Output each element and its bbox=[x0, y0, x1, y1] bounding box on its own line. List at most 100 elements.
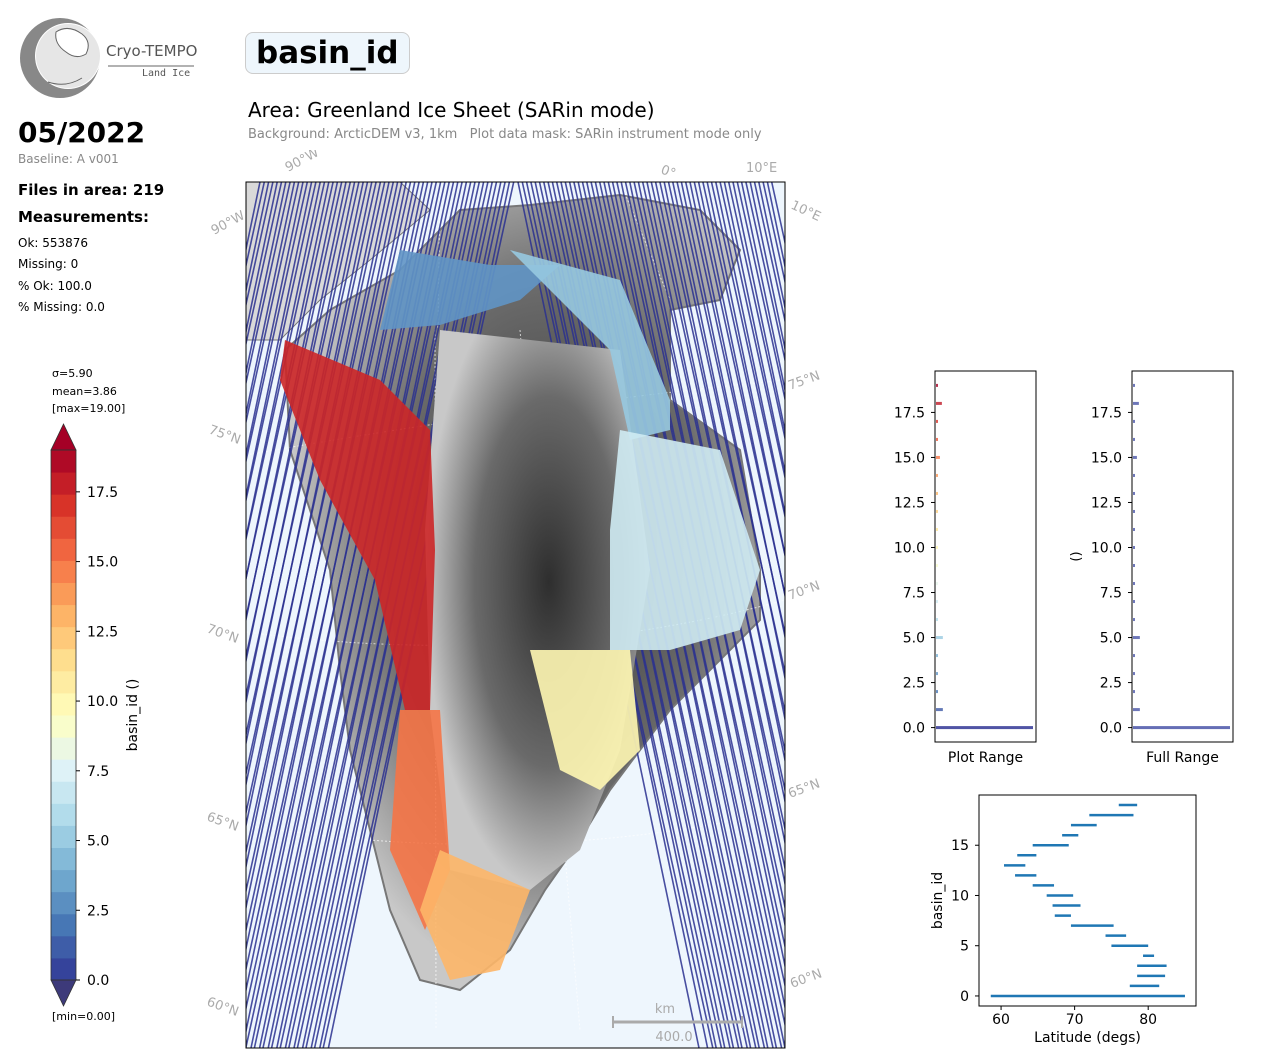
ground-track bbox=[246, 182, 334, 582]
ground-track bbox=[710, 182, 785, 520]
ground-track bbox=[732, 182, 785, 435]
ground-track bbox=[727, 182, 785, 442]
ground-track bbox=[246, 182, 360, 699]
hist-ytick-label: 12.5 bbox=[1091, 495, 1122, 511]
colorbar-segment bbox=[51, 825, 76, 848]
hist-bar bbox=[1133, 401, 1139, 405]
colorbar-tick-label: 7.5 bbox=[87, 764, 109, 780]
hist-ytick-label: 7.5 bbox=[1100, 586, 1122, 602]
parameter-title: basin_id bbox=[245, 32, 410, 74]
hist-bar bbox=[1133, 636, 1140, 640]
ground-track bbox=[689, 182, 785, 641]
hist-bar bbox=[1133, 600, 1135, 604]
hist-bar bbox=[1133, 654, 1135, 658]
hist-bar bbox=[1133, 455, 1137, 459]
hist-bar bbox=[936, 437, 938, 441]
hist-bar bbox=[936, 618, 938, 622]
colorbar-min: [min=0.00] bbox=[52, 1010, 115, 1023]
date-heading: 05/2022 bbox=[18, 116, 146, 149]
hist-bar bbox=[936, 600, 938, 604]
colorbar-tick-label: 5.0 bbox=[87, 834, 109, 850]
area-title: Area: Greenland Ice Sheet (SARin mode) bbox=[248, 98, 655, 122]
hist-ytick-label: 2.5 bbox=[903, 676, 925, 692]
background-note: Background: ArcticDEM v3, 1km Plot data … bbox=[248, 127, 762, 142]
hist-ytick-label: 15.0 bbox=[1091, 450, 1122, 466]
hist-bar bbox=[1133, 419, 1135, 423]
ground-track bbox=[745, 182, 785, 364]
colorbar-mean: mean=3.86 bbox=[52, 385, 117, 398]
hist-bar bbox=[936, 401, 942, 405]
hist-bar bbox=[936, 690, 938, 694]
hist-ylabel: () bbox=[1069, 551, 1084, 561]
hist-ytick-label: 17.5 bbox=[1091, 405, 1122, 421]
hist-ytick-label: 10.0 bbox=[894, 540, 925, 556]
ground-track bbox=[246, 182, 412, 934]
colorbar-segment bbox=[51, 560, 76, 583]
measurements-heading: Measurements: bbox=[18, 208, 149, 226]
ground-track bbox=[246, 182, 395, 856]
cryo-tempo-logo bbox=[18, 16, 198, 100]
scatter-xtick-label: 60 bbox=[992, 1012, 1010, 1028]
hist-bar bbox=[936, 491, 938, 495]
hist-ytick-label: 2.5 bbox=[1100, 676, 1122, 692]
plot-range-histogram: 0.0 2.5 5.0 7.5 10.0 12.5 15.0 17.5 Plot Range bbox=[894, 370, 1037, 766]
hist-ytick-label: 15.0 bbox=[894, 450, 925, 466]
basin-latitude-scatter: 60 70 80 0 5 10 15 Latitude (degs) basin_id bbox=[930, 794, 1197, 1046]
baseline-text: Baseline: A v001 bbox=[18, 152, 119, 166]
ground-track bbox=[749, 182, 785, 353]
lat-label-left: 75°N bbox=[207, 423, 243, 448]
ground-track bbox=[246, 182, 326, 543]
hist-bar bbox=[936, 455, 940, 459]
colorbar-segment bbox=[51, 803, 76, 826]
ground-track bbox=[680, 182, 785, 682]
ground-track bbox=[693, 182, 785, 598]
ground-track bbox=[246, 182, 403, 895]
colorbar-sigma: σ=5.90 bbox=[52, 367, 93, 380]
hist-bar bbox=[1133, 491, 1135, 495]
hist-bar bbox=[936, 545, 938, 549]
ground-track bbox=[246, 182, 369, 738]
colorbar-segment bbox=[51, 891, 76, 915]
lat-label-right: 60°N bbox=[788, 966, 824, 991]
hist-bar bbox=[936, 383, 938, 387]
greenland-map: 90°W 90°W 0° 10°E 10°E 75°N 70°N 65°N 60°N 75°N 70… bbox=[205, 150, 824, 1049]
stat-pct-ok: % Ok: 100.0 bbox=[18, 279, 92, 293]
colorbar-segment bbox=[51, 670, 76, 694]
lon-label: 10°E bbox=[746, 161, 777, 176]
ground-track bbox=[697, 182, 785, 600]
stat-ok: Ok: 553876 bbox=[18, 236, 89, 250]
scatter-xtick-label: 80 bbox=[1139, 1012, 1157, 1028]
ground-track bbox=[736, 182, 785, 403]
hist-frame bbox=[934, 370, 1037, 743]
basin-pale-e bbox=[610, 430, 760, 650]
colorbar-segment bbox=[51, 692, 76, 716]
colorbar-segment bbox=[51, 869, 76, 893]
hist-bar bbox=[936, 726, 1033, 730]
colorbar-segment bbox=[51, 472, 76, 495]
hist-bar bbox=[1133, 582, 1135, 586]
colorbar-extend-max bbox=[50, 423, 77, 451]
ground-track bbox=[270, 182, 463, 1048]
hist-bar bbox=[1133, 473, 1135, 477]
ground-track bbox=[246, 182, 300, 426]
colorbar-segment bbox=[51, 913, 76, 937]
scatter-xtick-label: 70 bbox=[1066, 1012, 1084, 1028]
colorbar-segment bbox=[51, 626, 76, 650]
hist-bar bbox=[1133, 527, 1135, 531]
ground-track bbox=[723, 182, 785, 476]
hist-bar bbox=[936, 527, 938, 531]
colorbar-segment bbox=[51, 935, 76, 959]
basin-yellow-se bbox=[530, 650, 640, 790]
hist-xlabel: Plot Range bbox=[948, 750, 1023, 766]
ground-track bbox=[246, 182, 386, 817]
ground-track bbox=[246, 182, 296, 418]
hist-ytick-label: 17.5 bbox=[894, 405, 925, 421]
colorbar-tick-label: 0.0 bbox=[87, 973, 109, 989]
hist-ytick-label: 10.0 bbox=[1091, 540, 1122, 556]
hist-bar bbox=[936, 582, 938, 586]
ground-track bbox=[246, 182, 321, 541]
lat-label-right: 70°N bbox=[786, 578, 822, 603]
scatter-ytick-label: 5 bbox=[960, 939, 969, 955]
colorbar-segment bbox=[51, 648, 76, 672]
hist-bar bbox=[936, 708, 943, 712]
